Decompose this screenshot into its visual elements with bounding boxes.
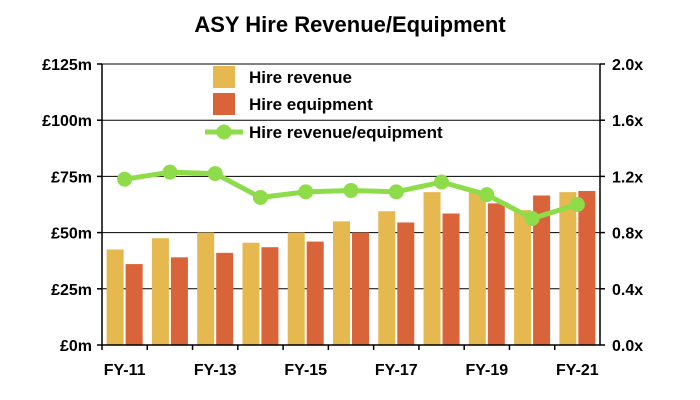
legend-label: Hire revenue <box>249 68 352 87</box>
legend-swatch-ratio-marker <box>216 124 232 140</box>
bar-hire-equipment <box>216 252 234 345</box>
bar-hire-equipment <box>306 241 324 345</box>
right-axis-tick-label: 0.0x <box>612 338 643 355</box>
legend-swatch-hire-revenue <box>213 66 235 88</box>
bar-hire-equipment <box>397 222 415 345</box>
x-axis-tick-label: FY-17 <box>375 362 418 379</box>
x-axis-tick-label: FY-13 <box>194 362 237 379</box>
legend-swatch-hire-equipment <box>213 93 235 115</box>
legend-label: Hire equipment <box>249 95 373 114</box>
ratio-point <box>388 184 404 200</box>
ratio-point <box>343 182 359 198</box>
left-axis-tick-label: £50m <box>51 226 92 243</box>
ratio-point <box>252 189 268 205</box>
bar-hire-equipment <box>487 203 505 345</box>
ratio-point <box>479 187 495 203</box>
bar-hire-revenue <box>287 232 305 345</box>
x-axis-tick-label: FY-11 <box>104 362 146 379</box>
bar-hire-revenue <box>559 192 577 345</box>
legend: Hire revenue Hire equipment Hire revenue/e… <box>205 66 443 142</box>
bars <box>106 191 596 345</box>
bar-hire-equipment <box>170 257 188 345</box>
ratio-point <box>162 164 178 180</box>
right-axis-tick-label: 0.8x <box>612 226 643 243</box>
bar-hire-equipment <box>125 264 143 345</box>
bar-hire-equipment <box>442 213 460 345</box>
right-axis-tick-label: 1.6x <box>612 113 643 130</box>
bar-hire-revenue <box>333 221 350 345</box>
ratio-line <box>117 164 585 227</box>
bar-hire-revenue <box>242 242 260 345</box>
bar-hire-equipment <box>352 232 369 345</box>
ratio-point <box>117 171 133 187</box>
bar-hire-equipment <box>578 191 596 345</box>
right-axis-tick-label: 1.2x <box>612 169 643 186</box>
x-axis-tick-label: FY-21 <box>556 362 599 379</box>
legend-label: Hire revenue/equipment <box>249 123 443 142</box>
axes: £0m £25m £50m £75m £100m £125m 0.0x 0.4x 0.8x 1.2… <box>42 57 643 379</box>
ratio-point <box>524 211 540 227</box>
bar-hire-equipment <box>261 247 279 345</box>
x-axis-tick-label: FY-19 <box>465 362 508 379</box>
bar-hire-revenue <box>378 211 396 345</box>
right-axis-tick-label: 2.0x <box>612 57 643 74</box>
bar-hire-equipment <box>533 195 551 345</box>
ratio-point <box>434 174 450 190</box>
left-axis-tick-label: £75m <box>51 169 92 186</box>
left-axis-tick-label: £125m <box>42 57 92 74</box>
bar-hire-revenue <box>468 192 486 345</box>
bar-hire-revenue <box>514 210 532 345</box>
left-axis-tick-label: £100m <box>42 113 92 130</box>
right-axis-tick-label: 0.4x <box>612 282 643 299</box>
ratio-point <box>207 166 223 182</box>
bar-hire-revenue <box>106 249 124 345</box>
x-axis-tick-label: FY-15 <box>284 362 327 379</box>
left-axis-tick-label: £25m <box>51 282 92 299</box>
bar-hire-revenue <box>197 232 215 345</box>
left-axis-tick-label: £0m <box>60 338 92 355</box>
bar-hire-revenue <box>423 192 441 345</box>
ratio-point <box>569 197 585 212</box>
chart-title: ASY Hire Revenue/Equipment <box>194 12 506 37</box>
bar-hire-revenue <box>151 238 169 345</box>
ratio-point <box>298 184 314 200</box>
